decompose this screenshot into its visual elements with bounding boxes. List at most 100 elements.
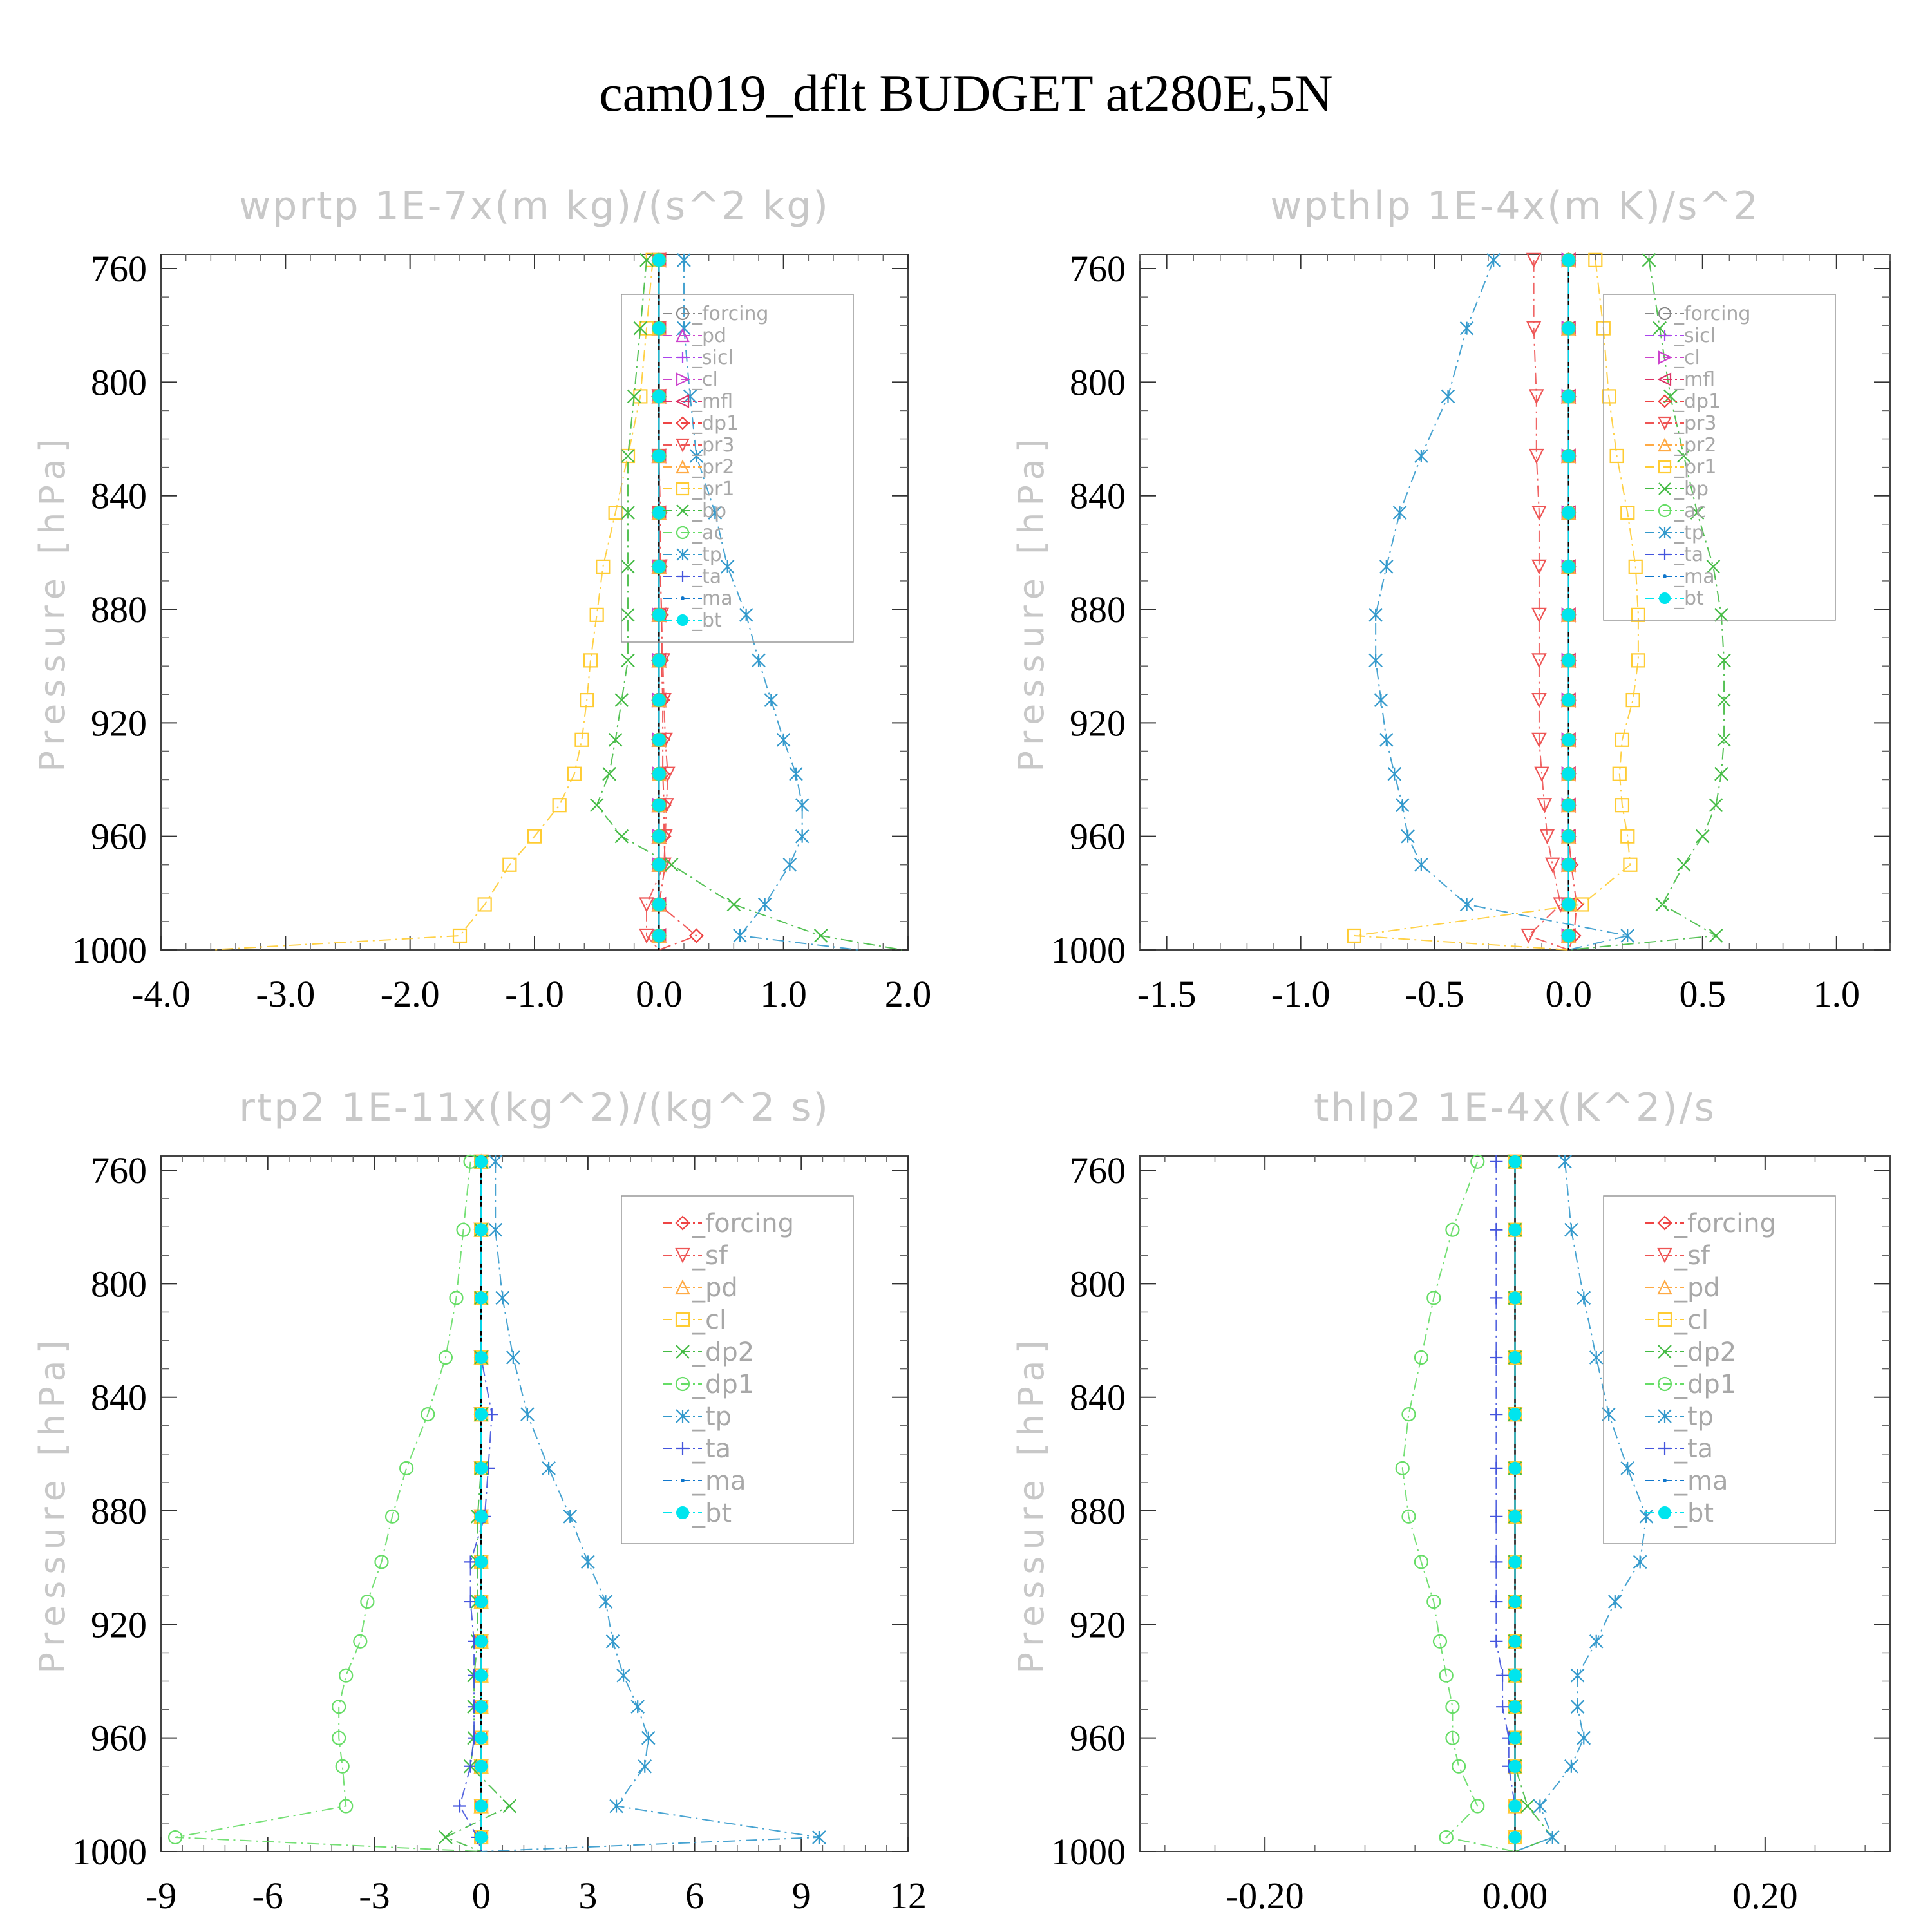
data-point [527,829,542,844]
data-point [1490,1555,1503,1569]
series-line [175,1161,482,1852]
legend-entry: _dp2 [1645,1338,1736,1367]
data-point [1490,1350,1503,1364]
data-point [374,1555,389,1569]
data-point [726,897,741,912]
data-point [1520,928,1537,944]
legend-marker [677,352,688,363]
data-point [639,928,654,944]
series-line [1495,1161,1516,1852]
data-point [475,1634,488,1648]
data-point [339,1799,354,1814]
legend-label: _cl [1674,1305,1709,1335]
series-line [1527,260,1569,951]
data-point [652,694,666,707]
data-point [1562,253,1575,267]
legend-label: _cl [692,1305,726,1335]
legend-entry: _pd [1645,1273,1720,1303]
legend-label: _ta [1674,544,1703,566]
data-point [1620,929,1635,943]
data-point [652,449,666,462]
legend-label: _mfl [692,390,733,413]
data-point [353,1634,368,1649]
y-axis-label: Pressure [hPa] [32,1334,73,1673]
data-point [475,1223,488,1236]
legend-label: _tp [692,1402,732,1432]
legend-entry: _pr2 [1645,434,1716,457]
data-point [360,1594,375,1609]
legend-entry: _dp1 [1645,390,1721,413]
legend-entry: _ma [663,587,733,610]
data-point [421,1407,435,1422]
legend-marker [676,526,690,540]
legend-label: _pr3 [692,434,734,457]
legend-entry: _bt [663,609,722,632]
y-tick-label: 960 [1070,816,1126,858]
legend-label: _ma [692,587,733,610]
y-axis-label: Pressure [hPa] [32,432,73,772]
data-point [1562,858,1575,871]
panel-title: wpthlp 1E-4x(m K)/s^2 [1270,184,1760,229]
data-point [1653,321,1667,336]
legend-marker [676,459,690,474]
data-point [475,1408,488,1421]
data-point [652,767,666,781]
data-point [1508,1799,1522,1813]
data-point [1401,829,1415,844]
data-point [167,1830,183,1845]
data-point [813,929,828,943]
data-point [1490,1291,1503,1305]
x-tick-label: 0.20 [1732,1875,1798,1917]
data-point [1564,1759,1578,1774]
legend-entry: _ac [663,522,724,544]
data-point [332,1730,346,1745]
legend-label: _ma [692,1466,746,1496]
data-point [652,560,666,573]
legend-entry: _cl [663,1305,726,1335]
legend-marker [675,394,690,408]
data-point [1368,608,1383,622]
legend-label: _ta [692,565,721,588]
data-point [1589,1634,1604,1649]
data-point [652,829,666,843]
y-tick-label: 800 [1070,1263,1126,1305]
x-tick-label: 2.0 [885,973,932,1015]
legend-entry: _ma [1645,565,1715,588]
legend-marker [676,372,690,386]
data-point [720,560,735,574]
series-tp [481,1155,826,1852]
legend-label: _ta [692,1434,731,1464]
legend-marker [676,416,690,430]
legend-label: _bt [1674,587,1704,610]
x-tick-label: 12 [889,1875,927,1917]
legend-entry: _pr3 [663,434,734,457]
data-point [1539,829,1555,845]
data-point [1508,1155,1522,1168]
data-point [1602,389,1616,404]
data-point [1392,506,1407,520]
data-point [1508,1350,1522,1364]
data-point [1562,799,1575,812]
data-point [1496,1700,1510,1714]
data-point [1562,560,1575,573]
data-point [638,1759,652,1774]
y-tick-label: 840 [1070,1377,1126,1419]
legend-entry: _forcing [663,1209,794,1238]
data-point [689,449,704,463]
x-tick-label: 6 [685,1875,704,1917]
data-point [614,829,629,844]
legend-label: _pr2 [1674,434,1716,457]
data-point [605,1634,620,1649]
data-point [477,897,492,912]
legend-entry: _bt [1645,1499,1714,1528]
legend-label: _sicl [1674,325,1716,347]
legend-entry: _bp [1645,478,1709,500]
data-point [1452,1759,1466,1774]
data-point [1714,766,1728,781]
data-point [1490,1155,1503,1168]
data-point [1526,321,1542,337]
legend-label: _bp [692,500,726,522]
data-point [1642,253,1656,267]
data-point [733,929,747,943]
x-tick-label: -0.20 [1226,1875,1304,1917]
